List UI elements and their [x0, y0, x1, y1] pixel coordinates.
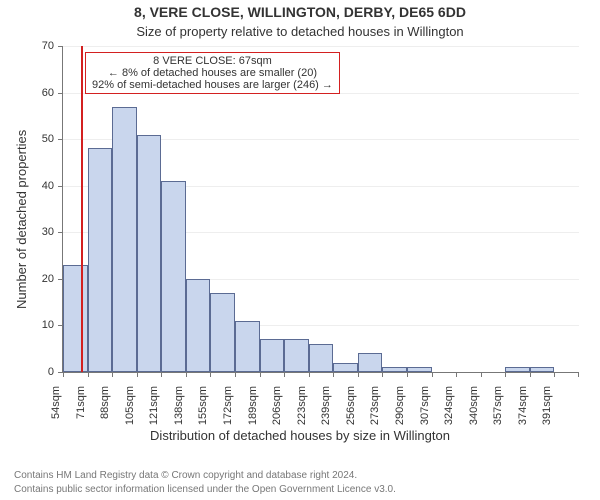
x-tick: [137, 372, 138, 377]
histogram-bar: [186, 279, 211, 372]
chart-title: 8, VERE CLOSE, WILLINGTON, DERBY, DE65 6…: [0, 4, 600, 20]
x-tick: [530, 372, 531, 377]
y-tick: [58, 93, 63, 94]
histogram-bar: [382, 367, 407, 372]
y-tick: [58, 232, 63, 233]
x-tick: [481, 372, 482, 377]
x-tick-label: 307sqm: [419, 386, 431, 426]
x-tick-label: 189sqm: [247, 386, 259, 426]
plot-area: 8 VERE CLOSE: 67sqm ← 8% of detached hou…: [62, 46, 579, 373]
x-tick-label: 71sqm: [75, 386, 87, 426]
x-tick: [407, 372, 408, 377]
x-tick: [284, 372, 285, 377]
x-tick: [210, 372, 211, 377]
y-tick-label: 70: [42, 40, 54, 52]
x-tick-label: 223sqm: [296, 386, 308, 426]
x-tick-label: 391sqm: [541, 386, 553, 426]
info-line-2: ← 8% of detached houses are smaller (20): [92, 67, 333, 79]
histogram-bar: [63, 265, 88, 372]
gridline: [63, 46, 579, 47]
info-line-1: 8 VERE CLOSE: 67sqm: [92, 55, 333, 67]
histogram-bar: [112, 107, 137, 372]
y-axis-label: Number of detached properties: [14, 130, 29, 309]
x-tick: [112, 372, 113, 377]
x-tick-label: 290sqm: [394, 386, 406, 426]
x-tick-label: 256sqm: [345, 386, 357, 426]
x-tick: [63, 372, 64, 377]
x-tick-label: 88sqm: [99, 386, 111, 426]
x-tick: [505, 372, 506, 377]
histogram-bar: [137, 135, 162, 373]
x-tick: [186, 372, 187, 377]
x-tick-label: 273sqm: [369, 386, 381, 426]
x-tick-label: 374sqm: [517, 386, 529, 426]
x-tick: [260, 372, 261, 377]
x-tick: [161, 372, 162, 377]
x-tick-label: 138sqm: [173, 386, 185, 426]
x-axis-label: Distribution of detached houses by size …: [0, 428, 600, 443]
histogram-bar: [284, 339, 309, 372]
x-tick-label: 324sqm: [443, 386, 455, 426]
x-tick: [358, 372, 359, 377]
footer: Contains HM Land Registry data © Crown c…: [14, 469, 396, 496]
histogram-bar: [210, 293, 235, 372]
x-tick-label: 54sqm: [50, 386, 62, 426]
y-tick-label: 50: [42, 133, 54, 145]
histogram-bar: [88, 148, 113, 372]
histogram-bar: [235, 321, 260, 372]
x-tick-label: 239sqm: [320, 386, 332, 426]
y-tick: [58, 139, 63, 140]
x-tick: [235, 372, 236, 377]
y-tick-label: 60: [42, 87, 54, 99]
y-tick: [58, 46, 63, 47]
x-tick: [382, 372, 383, 377]
x-tick: [309, 372, 310, 377]
info-line-3: 92% of semi-detached houses are larger (…: [92, 79, 333, 91]
histogram-bar: [309, 344, 334, 372]
x-tick-label: 105sqm: [124, 386, 136, 426]
x-tick: [333, 372, 334, 377]
histogram-bar: [161, 181, 186, 372]
chart-subtitle: Size of property relative to detached ho…: [0, 24, 600, 39]
histogram-bar: [407, 367, 432, 372]
info-box: 8 VERE CLOSE: 67sqm ← 8% of detached hou…: [85, 52, 340, 94]
y-tick: [58, 186, 63, 187]
x-tick: [456, 372, 457, 377]
y-tick-label: 40: [42, 180, 54, 192]
histogram-bar: [358, 353, 383, 372]
x-tick: [432, 372, 433, 377]
histogram-bar: [333, 363, 358, 372]
x-tick: [88, 372, 89, 377]
x-tick: [554, 372, 555, 377]
x-tick-label: 172sqm: [222, 386, 234, 426]
x-tick-label: 121sqm: [148, 386, 160, 426]
y-tick-label: 30: [42, 226, 54, 238]
reference-line: [81, 46, 83, 372]
chart-container: { "title": "8, VERE CLOSE, WILLINGTON, D…: [0, 0, 600, 500]
x-tick-label: 340sqm: [468, 386, 480, 426]
footer-line-1: Contains HM Land Registry data © Crown c…: [14, 469, 396, 483]
footer-line-2: Contains public sector information licen…: [14, 483, 396, 497]
histogram-bar: [505, 367, 530, 372]
x-tick-label: 206sqm: [271, 386, 283, 426]
y-tick-label: 0: [48, 366, 54, 378]
x-tick-label: 357sqm: [492, 386, 504, 426]
y-tick-label: 10: [42, 319, 54, 331]
y-tick-label: 20: [42, 273, 54, 285]
histogram-bar: [260, 339, 285, 372]
x-tick: [578, 372, 579, 377]
x-tick-label: 155sqm: [197, 386, 209, 426]
histogram-bar: [530, 367, 555, 372]
